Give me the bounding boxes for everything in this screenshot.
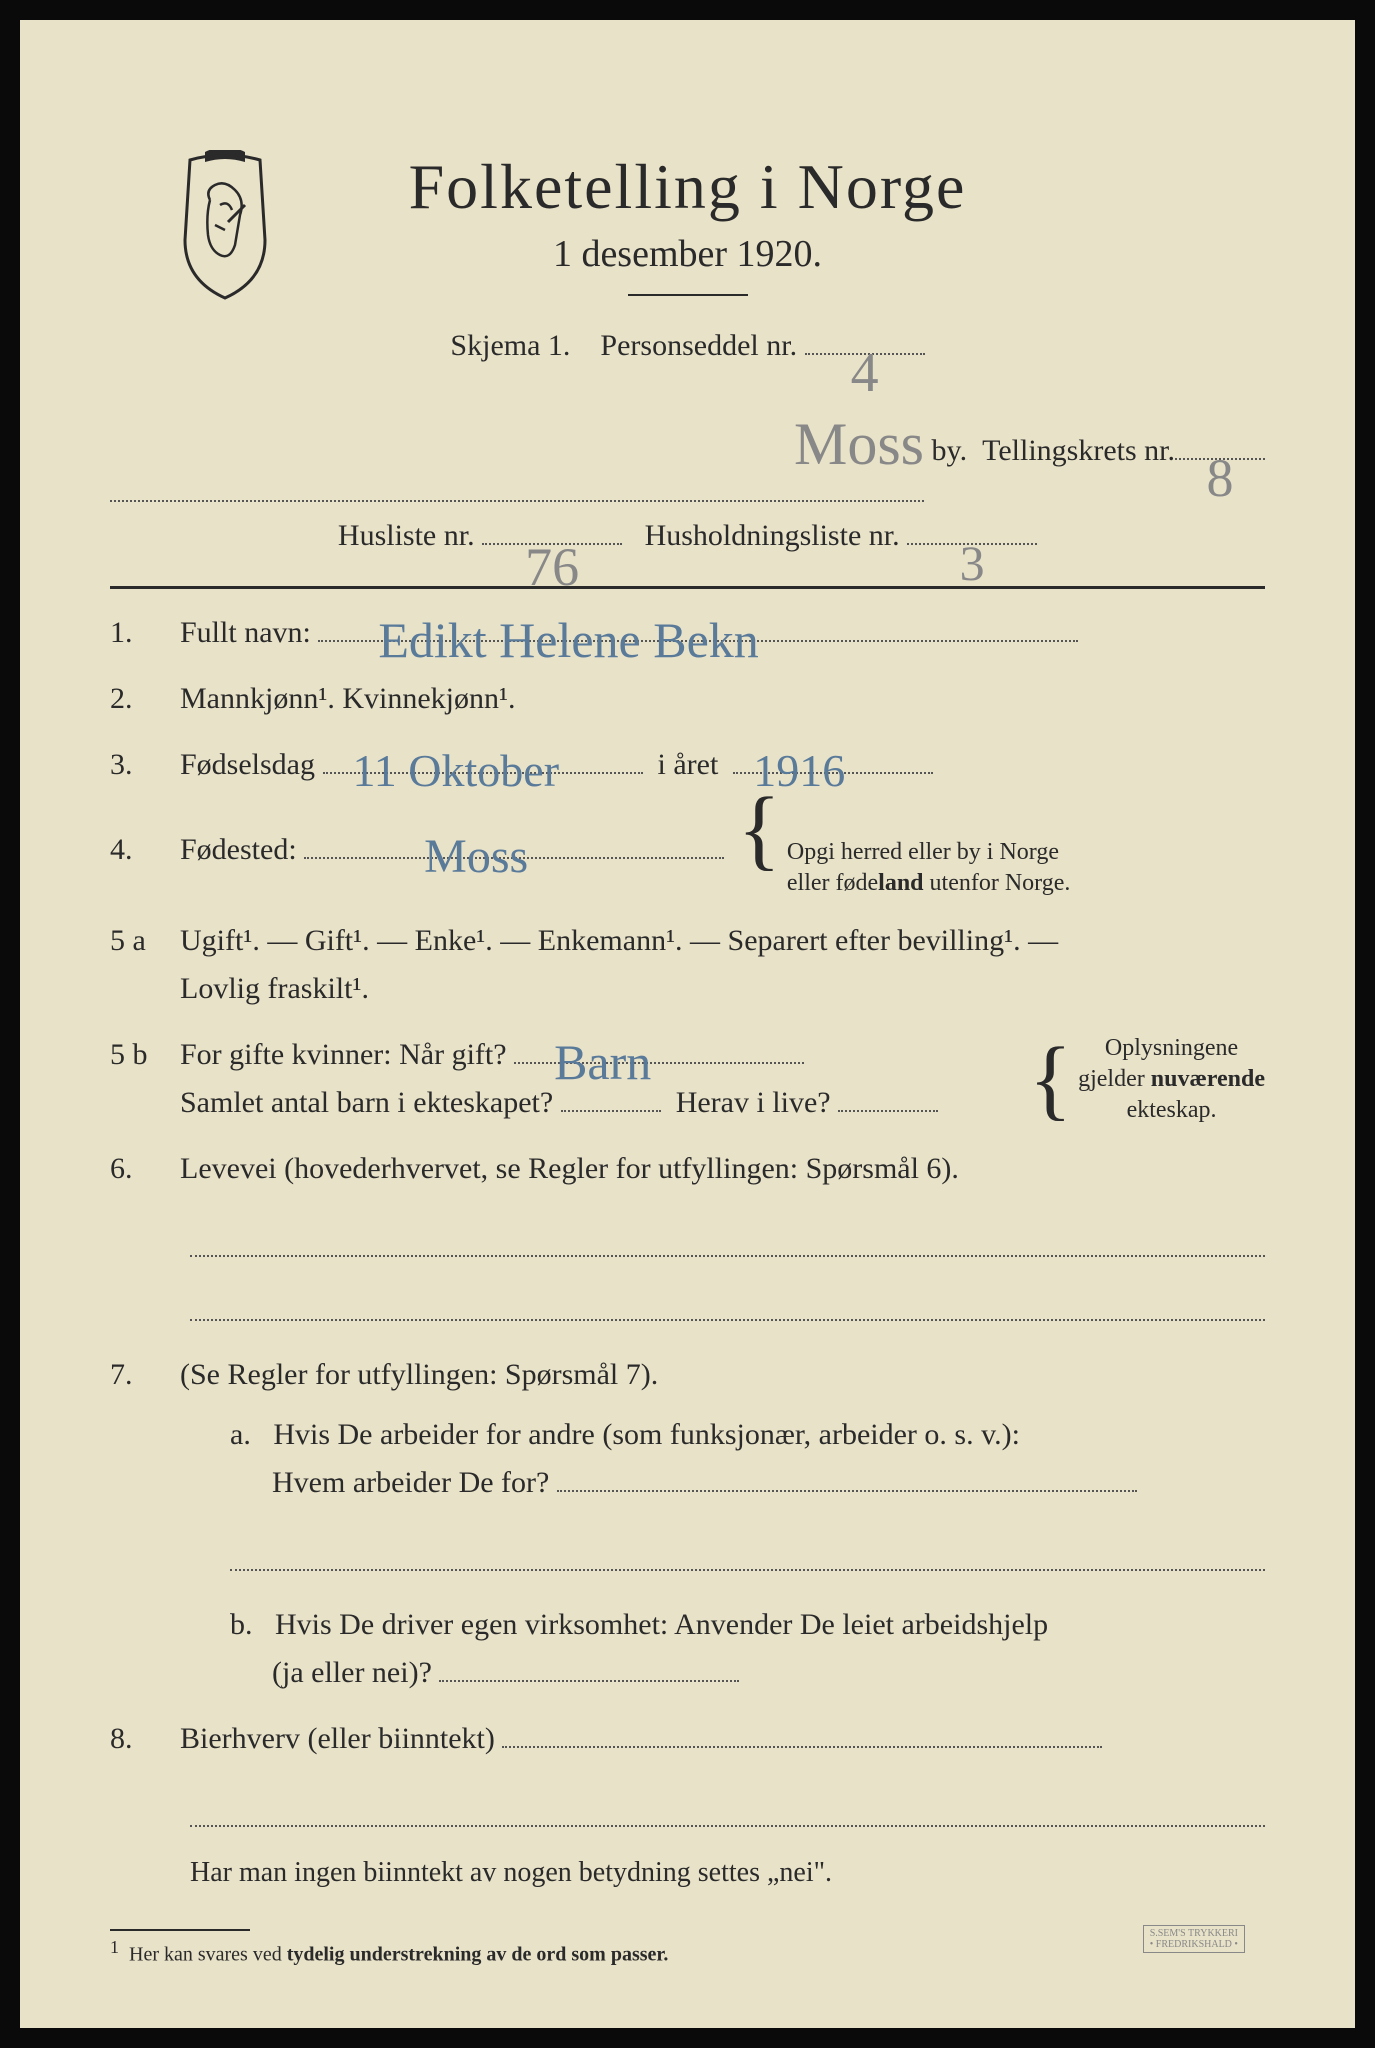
q7a: a. Hvis De arbeider for andre (som funks… — [230, 1411, 1265, 1507]
form-header: Skjema 1. Personseddel nr. 4 Moss by. Te… — [110, 316, 1265, 566]
title-divider — [628, 294, 748, 296]
q7b: b. Hvis De driver egen virksomhet: Anven… — [230, 1601, 1265, 1697]
title-block: Folketelling i Norge 1 desember 1920. — [110, 150, 1265, 296]
q1-num: 1. — [110, 609, 180, 657]
brace-icon-2: { — [1029, 1057, 1072, 1102]
q5b-label3: Herav i live? — [676, 1086, 831, 1119]
tellingskrets-field: 8 — [1175, 458, 1265, 460]
q7a-text1: Hvis De arbeider for andre (som funksjon… — [273, 1418, 1020, 1451]
q5b-field3 — [838, 1110, 938, 1112]
q7b-field — [439, 1680, 739, 1682]
coat-of-arms-icon — [170, 150, 280, 300]
q6-line2 — [190, 1287, 1265, 1321]
q5b-num: 5 b — [110, 1031, 180, 1079]
personseddel-label: Personseddel nr. — [600, 329, 797, 362]
q3-mid: i året — [658, 748, 719, 781]
q8-field — [502, 1746, 1102, 1748]
footnote: 1 Her kan svares ved tydelig understrekn… — [110, 1937, 1265, 1967]
q4-field: Moss — [304, 857, 724, 859]
husholdningsliste-value: 3 — [907, 513, 1037, 613]
q5a-label2: Lovlig fraskilt¹. — [180, 972, 369, 1005]
q7-label: (Se Regler for utfyllingen: Spørsmål 7). — [180, 1358, 658, 1391]
q7a-field — [557, 1490, 1137, 1492]
by-value: Moss — [794, 411, 924, 477]
q5b-row: 5 b For gifte kvinner: Når gift? Barn Sa… — [110, 1031, 1265, 1127]
q5b-value1: Barn — [554, 1022, 651, 1102]
husholdningsliste-label: Husholdningsliste nr. — [645, 519, 900, 552]
q5b-label1: For gifte kvinner: Når gift? — [180, 1038, 507, 1071]
subtitle: 1 desember 1920. — [110, 232, 1265, 276]
header-rule — [110, 586, 1265, 589]
q6-line1 — [190, 1223, 1265, 1257]
q3-year-field: 1916 — [733, 772, 933, 774]
q1-field: Edikt Helene Bekn — [318, 640, 1078, 642]
q6-row: 6. Levevei (hovederhvervet, se Regler fo… — [110, 1145, 1265, 1193]
q1-label: Fullt navn: — [180, 616, 311, 649]
husholdningsliste-field: 3 — [907, 543, 1037, 545]
q5b-field2 — [561, 1110, 661, 1112]
q5a-num: 5 a — [110, 917, 180, 965]
q7a-label: a. — [230, 1418, 251, 1451]
q5a-label: Ugift¹. — Gift¹. — Enke¹. — Enkemann¹. —… — [180, 924, 1058, 957]
q5b-label2: Samlet antal barn i ekteskapet? — [180, 1086, 553, 1119]
footnote-rule — [110, 1929, 250, 1931]
q4-note: Opgi herred eller by i Norge eller fødel… — [787, 837, 1071, 899]
q3-day-value: 11 Oktober — [353, 734, 560, 808]
by-field: Moss — [110, 380, 924, 502]
q4-label: Fødested: — [180, 826, 297, 874]
q1-value: Edikt Helene Bekn — [378, 600, 758, 680]
printer-stamp: S.SEM'S TRYKKERI• FREDRIKSHALD • — [1143, 1925, 1245, 1953]
q2-row: 2. Mannkjønn¹. Kvinnekjønn¹. — [110, 675, 1265, 723]
personseddel-field: 4 — [805, 353, 925, 355]
q4-num: 4. — [110, 826, 180, 874]
husliste-label: Husliste nr. — [338, 519, 475, 552]
census-form-page: Folketelling i Norge 1 desember 1920. Sk… — [0, 0, 1375, 2048]
husliste-field: 76 — [482, 543, 622, 545]
q3-row: 3. Fødselsdag 11 Oktober i året 1916 — [110, 741, 1265, 789]
q3-day-field: 11 Oktober — [323, 772, 643, 774]
q2-num: 2. — [110, 675, 180, 723]
q3-label: Fødselsdag — [180, 748, 315, 781]
tellingskrets-label: Tellingskrets nr. — [982, 421, 1175, 481]
q3-num: 3. — [110, 741, 180, 789]
q6-num: 6. — [110, 1145, 180, 1193]
q7a-text2: Hvem arbeider De for? — [272, 1466, 549, 1499]
q7-num: 7. — [110, 1351, 180, 1399]
q7-row: 7. (Se Regler for utfyllingen: Spørsmål … — [110, 1351, 1265, 1697]
q7b-text1: Hvis De driver egen virksomhet: Anvender… — [275, 1608, 1048, 1641]
q8-line — [190, 1793, 1265, 1827]
q8-row: 8. Bierhverv (eller biinntekt) — [110, 1715, 1265, 1763]
main-title: Folketelling i Norge — [110, 150, 1265, 224]
q8-label: Bierhverv (eller biinntekt) — [180, 1722, 495, 1755]
q5a-row: 5 a Ugift¹. — Gift¹. — Enke¹. — Enkemann… — [110, 917, 1265, 1013]
brace-icon: { — [738, 807, 781, 852]
q6-label: Levevei (hovederhvervet, se Regler for u… — [180, 1145, 1265, 1193]
q2-label: Mannkjønn¹. Kvinnekjønn¹. — [180, 675, 1265, 723]
q7a-line — [230, 1537, 1265, 1571]
q5b-field1: Barn — [514, 1062, 804, 1064]
q5b-note: Oplysningene gjelder nuværende ekteskap. — [1078, 1033, 1265, 1127]
questions-block: 1. Fullt navn: Edikt Helene Bekn 2. Mann… — [110, 609, 1265, 1889]
q1-row: 1. Fullt navn: Edikt Helene Bekn — [110, 609, 1265, 657]
by-label: by. — [932, 421, 968, 481]
q7b-text2: (ja eller nei)? — [272, 1656, 432, 1689]
q4-row: 4. Fødested: Moss { Opgi herred eller by… — [110, 807, 1265, 899]
q8-note: Har man ingen biinntekt av nogen betydni… — [190, 1857, 1265, 1889]
q8-num: 8. — [110, 1715, 180, 1763]
q7b-label: b. — [230, 1608, 253, 1641]
skjema-label: Skjema 1. — [450, 329, 570, 362]
q3-year-value: 1916 — [753, 734, 845, 808]
q4-value: Moss — [424, 819, 528, 896]
